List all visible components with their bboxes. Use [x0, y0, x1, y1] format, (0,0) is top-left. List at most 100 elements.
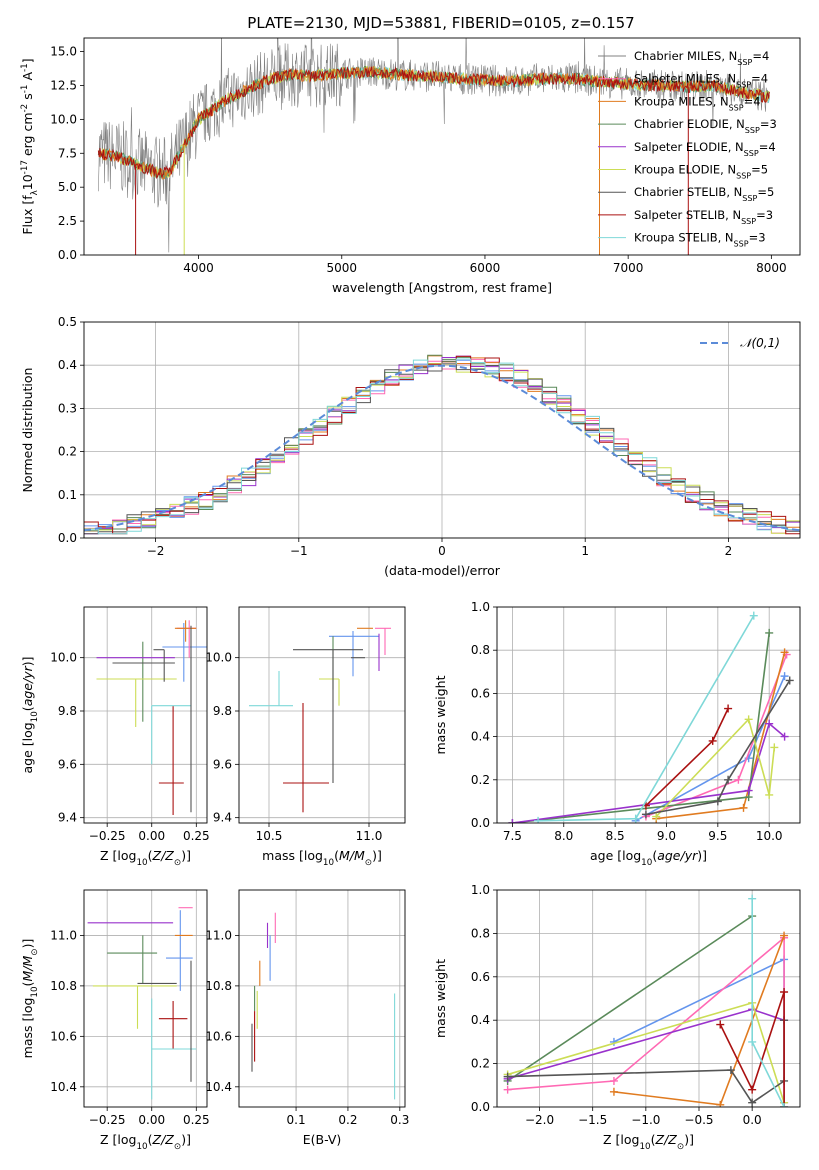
axes-frame — [496, 889, 801, 1108]
model-spectrum-salp_stelib — [97, 66, 770, 180]
weight-marker-chab_stelib — [785, 676, 794, 685]
x-tick-label: 10.0 — [756, 829, 783, 843]
y-tick-label: 0.0 — [471, 1100, 490, 1114]
weight-marker-krou_miles — [609, 1087, 618, 1096]
x-axis-label: Z [log10(Z/Z⊙)] — [603, 1132, 694, 1152]
weight-marker-chab_stelib — [748, 1098, 757, 1107]
y-tick-label: 7.5 — [58, 146, 77, 160]
legend-label: Salpeter ELODIE, NSSP=4 — [634, 140, 776, 158]
y-tick-label: 0.1 — [58, 488, 77, 502]
y-tick-label: 0.0 — [471, 816, 490, 830]
y-axis-label: mass [log10(M/M⊙)] — [20, 939, 40, 1059]
x-tick-label: −0.25 — [89, 1113, 126, 1127]
x-tick-label: 8.0 — [554, 829, 573, 843]
weight-marker-krou_miles — [739, 803, 748, 812]
x-tick-label: 9.5 — [708, 829, 727, 843]
plot-area-weight_vs_age — [497, 607, 800, 823]
y-tick-label: 10.8 — [205, 979, 232, 993]
weight-line-salp_stelib — [719, 991, 785, 1107]
legend-label: Kroupa ELODIE, NSSP=5 — [634, 163, 768, 181]
axes-weight_vs_Z: −2.0 −1.5 −1.0 −0.5 0.0 0.0 0.2 0.4 0.6 0.8 1.0 Z [… — [433, 883, 801, 1152]
plot-area-mass_vs_ebv — [239, 890, 405, 1107]
y-tick-label: 10.6 — [205, 1029, 232, 1043]
weight-marker-salp_miles — [609, 1076, 618, 1085]
weight-marker-salp_stelib — [780, 987, 789, 996]
axes-frame — [83, 606, 208, 824]
axes-frame — [238, 606, 406, 824]
y-tick-label: 2.5 — [58, 214, 77, 228]
x-tick-label: −0.5 — [684, 1113, 713, 1127]
x-tick-label: 5000 — [326, 261, 357, 275]
y-tick-label: 11.0 — [205, 928, 232, 942]
x-tick-label: 0.2 — [338, 1113, 357, 1127]
weight-line-salp_stelib — [645, 708, 729, 807]
legend-label: Chabrier STELIB, NSSP=5 — [634, 185, 774, 203]
y-tick-label: 9.6 — [213, 757, 232, 771]
x-tick-label: 0.3 — [390, 1113, 409, 1127]
y-tick-label: 0.6 — [471, 686, 490, 700]
y-tick-label: 0.4 — [471, 730, 490, 744]
legend-label: Kroupa STELIB, NSSP=3 — [634, 231, 766, 249]
y-tick-label: 10.8 — [50, 979, 77, 993]
x-axis-label: wavelength [Angstrom, rest frame] — [332, 280, 552, 295]
weight-marker-salp_elodie — [508, 819, 517, 823]
axes-frame — [238, 889, 406, 1108]
legend-label: 𝒩(0,1) — [740, 336, 780, 350]
x-tick-label: 11.0 — [356, 829, 383, 843]
y-tick-label: 1.0 — [471, 883, 490, 897]
weight-marker-chab_miles — [780, 672, 789, 681]
y-tick-label: 0.3 — [58, 401, 77, 415]
weight-marker-salp_elodie — [765, 719, 774, 728]
figure-title: PLATE=2130, MJD=53881, FIBERID=0105, z=0… — [247, 14, 634, 32]
weight-marker-krou_miles — [716, 1100, 725, 1107]
y-tick-label: 10.0 — [50, 112, 77, 126]
y-axis-label: Flux [fλ10-17 erg cm-2 s-1 A-1] — [20, 58, 40, 234]
y-axis-label: age [log10(age/yr)] — [20, 656, 40, 773]
y-tick-label: 5.0 — [58, 180, 77, 194]
y-tick-label: 0.2 — [471, 773, 490, 787]
y-tick-label: 9.6 — [58, 757, 77, 771]
residual-histogram-krou_stelib — [84, 358, 800, 535]
weight-marker-salp_elodie — [780, 732, 789, 741]
y-tick-label: 12.5 — [50, 78, 77, 92]
legend-label: Kroupa MILES, NSSP=4 — [634, 94, 761, 112]
y-tick-label: 0.5 — [58, 315, 77, 329]
y-tick-label: 0.2 — [58, 445, 77, 459]
y-tick-label: 10.4 — [205, 1080, 232, 1094]
weight-line-chab_stelib — [645, 679, 791, 816]
x-tick-label: −1.5 — [578, 1113, 607, 1127]
y-tick-label: 9.4 — [213, 811, 232, 825]
plot-area-residuals — [84, 322, 800, 538]
x-tick-label: 7.5 — [503, 829, 522, 843]
weight-marker-krou_elodie — [770, 743, 779, 752]
x-tick-label: 0.1 — [287, 1113, 306, 1127]
y-tick-label: 0.2 — [471, 1057, 490, 1071]
y-tick-label: 0.4 — [58, 358, 77, 372]
x-tick-label: 8000 — [756, 261, 787, 275]
weight-marker-krou_elodie — [744, 715, 753, 724]
x-tick-label: 0.00 — [138, 829, 165, 843]
y-tick-label: 10.0 — [50, 651, 77, 665]
y-tick-label: 10.0 — [205, 651, 232, 665]
y-tick-label: 0.0 — [58, 248, 77, 262]
axes-frame — [83, 889, 208, 1108]
weight-marker-krou_elodie — [765, 790, 774, 799]
weight-marker-chab_elodie — [765, 628, 774, 637]
axes-frame — [83, 37, 801, 256]
weight-marker-krou_miles — [780, 648, 789, 657]
weight-marker-krou_stelib — [749, 611, 758, 620]
x-tick-label: 0.00 — [138, 1113, 165, 1127]
y-tick-label: 15.0 — [50, 45, 77, 59]
y-tick-label: 11.0 — [50, 928, 77, 942]
plot-area-age_vs_mass — [239, 607, 405, 823]
y-tick-label: 9.8 — [213, 704, 232, 718]
axes-age_vs_mass: 10.5 11.0 9.4 9.6 9.8 10.0 mass [log10(M/M⊙)] — [205, 606, 406, 868]
x-tick-label: −2 — [147, 544, 165, 558]
legend-label: Chabrier MILES, NSSP=4 — [634, 49, 769, 67]
x-tick-label: 10.5 — [256, 829, 283, 843]
x-tick-label: 0 — [438, 544, 446, 558]
weight-marker-krou_stelib — [631, 814, 640, 823]
weight-marker-krou_stelib — [780, 1103, 789, 1107]
spectrum-legend: Chabrier MILES, NSSP=4 Salpeter MILES, NS… — [598, 49, 777, 248]
weight-marker-krou_stelib — [748, 894, 757, 903]
